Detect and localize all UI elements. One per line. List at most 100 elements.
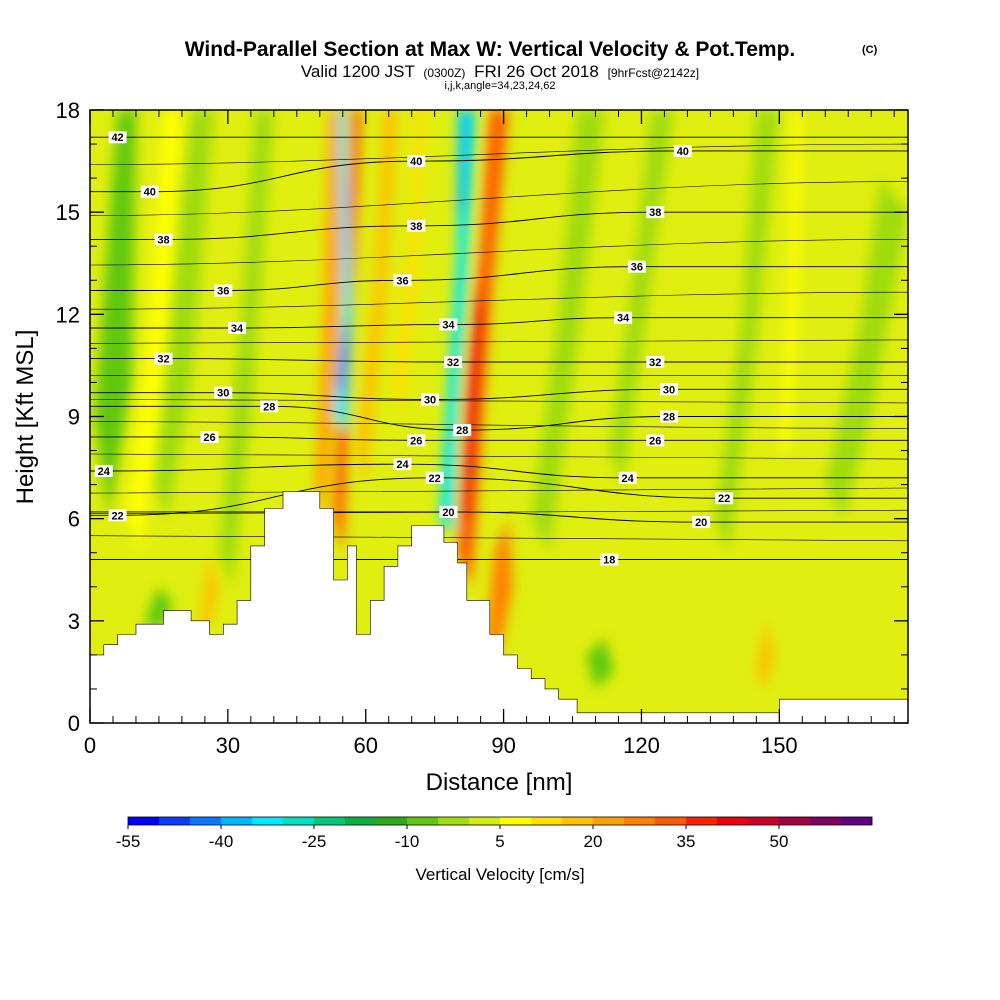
isentrope-label: 32 bbox=[444, 356, 463, 369]
isentrope-label-text: 30 bbox=[424, 394, 436, 406]
colorbar-swatch bbox=[655, 817, 687, 825]
colorbar-swatch bbox=[624, 817, 656, 825]
isentrope-label: 22 bbox=[425, 471, 444, 485]
isentrope-label-box bbox=[614, 311, 633, 324]
isentrope-label: 32 bbox=[154, 352, 173, 366]
colorbar-tick-label: -10 bbox=[395, 832, 420, 851]
velocity-cell bbox=[126, 110, 182, 553]
isentrope-label-text: 32 bbox=[649, 357, 661, 369]
isentrope-label-text: 22 bbox=[429, 473, 441, 485]
isentrope-label: 34 bbox=[228, 321, 247, 335]
valid-time: Valid 1200 JST bbox=[301, 62, 415, 81]
velocity-cell bbox=[485, 518, 513, 655]
isentrope-label-box bbox=[94, 464, 113, 477]
y-tick-label: 12 bbox=[56, 302, 80, 327]
isentrope-line bbox=[90, 388, 908, 400]
isentrope-label-text: 32 bbox=[157, 354, 169, 366]
isentrope-label: 34 bbox=[614, 311, 633, 325]
colorbar-swatch bbox=[748, 817, 780, 825]
isentrope-label-box bbox=[140, 185, 159, 198]
isentrope-label-text: 32 bbox=[447, 357, 459, 369]
isentrope-label-box bbox=[407, 219, 426, 232]
velocity-cell bbox=[356, 110, 398, 485]
x-tick-label: 150 bbox=[761, 733, 798, 758]
y-tick-label: 3 bbox=[68, 609, 80, 634]
isentrope-label: 30 bbox=[660, 383, 679, 396]
isentrope-line bbox=[90, 239, 908, 266]
velocity-cell bbox=[439, 110, 476, 536]
isentrope-label-box bbox=[214, 284, 233, 297]
colorbar-swatch bbox=[779, 817, 811, 825]
colorbar-swatch bbox=[531, 817, 563, 825]
colorbar-tick-label: -40 bbox=[209, 832, 234, 851]
isentrope-label: 30 bbox=[421, 393, 440, 406]
isentrope-label-box bbox=[108, 131, 127, 144]
colorbar-swatch bbox=[407, 817, 439, 825]
colorbar-swatch bbox=[159, 817, 191, 825]
isentrope-line bbox=[90, 421, 908, 429]
grid-info: i,j,k,angle=34,23,24,62 bbox=[444, 80, 555, 92]
isentrope-label-box bbox=[200, 430, 219, 443]
isentrope-label: 28 bbox=[660, 410, 679, 424]
colorbar-swatch bbox=[500, 817, 532, 825]
velocity-cell bbox=[715, 110, 780, 553]
y-tick-label: 0 bbox=[68, 711, 80, 736]
x-tick-label: 30 bbox=[216, 733, 240, 758]
isentrope-label-box bbox=[154, 352, 173, 365]
isentrope-label: 38 bbox=[407, 219, 426, 233]
isentrope-label: 24 bbox=[393, 458, 412, 471]
chart-title: Wind-Parallel Section at Max W: Vertical… bbox=[185, 38, 796, 61]
isentrope-label-text: 34 bbox=[617, 313, 630, 325]
isentrope-label-text: 36 bbox=[396, 275, 408, 287]
isentrope-label-text: 40 bbox=[677, 146, 689, 158]
velocity-cell bbox=[756, 620, 775, 689]
terrain bbox=[90, 491, 908, 723]
isentrope-label: 26 bbox=[646, 434, 665, 447]
isentrope-label: 38 bbox=[646, 206, 665, 219]
isentrope-label-text: 38 bbox=[649, 207, 661, 219]
isentrope-label-box bbox=[425, 471, 444, 484]
velocity-shading bbox=[94, 110, 908, 689]
isentrope-label-text: 38 bbox=[157, 234, 169, 246]
colorbar-swatch bbox=[841, 817, 873, 825]
isentrope-label-text: 24 bbox=[622, 473, 635, 485]
colorbar-tick-label: 50 bbox=[770, 832, 789, 851]
isentrope-label-box bbox=[108, 509, 127, 522]
isentrope-label-text: 36 bbox=[217, 285, 229, 297]
isentrope-label-text: 28 bbox=[263, 401, 275, 413]
y-tick-label: 9 bbox=[68, 405, 80, 430]
y-axis-label: Height [Kft MSL] bbox=[12, 330, 39, 505]
velocity-cell bbox=[338, 314, 348, 400]
colorbar-swatch bbox=[469, 817, 501, 825]
colorbar-swatch bbox=[128, 817, 160, 825]
velocity-cell bbox=[779, 110, 803, 451]
x-tick-label: 0 bbox=[84, 733, 96, 758]
isentrope-label: 40 bbox=[140, 185, 159, 199]
isentrope-label-box bbox=[421, 393, 440, 406]
colorbar-swatch bbox=[438, 817, 470, 825]
isentrope-label: 42 bbox=[108, 131, 127, 144]
isentrope-label-box bbox=[214, 386, 233, 399]
isentrope-label-text: 30 bbox=[663, 384, 675, 396]
isentrope-label-box bbox=[627, 260, 646, 273]
isentrope-label: 36 bbox=[627, 260, 646, 274]
isentrope-label-text: 26 bbox=[203, 432, 215, 444]
isentrope-label: 28 bbox=[260, 400, 279, 413]
colorbar-swatch bbox=[345, 817, 377, 825]
isentrope-label-box bbox=[260, 400, 279, 413]
isentrope-label: 26 bbox=[200, 430, 219, 444]
velocity-cell bbox=[825, 178, 908, 519]
isentrope-label: 40 bbox=[407, 155, 426, 168]
isentrope-label: 18 bbox=[600, 553, 619, 567]
isentrope-label-text: 20 bbox=[695, 517, 707, 529]
colorbar-swatch bbox=[593, 817, 625, 825]
isentrope-label-text: 30 bbox=[217, 388, 229, 400]
valid-utc: (0300Z) bbox=[423, 66, 465, 80]
velocity-cell bbox=[457, 110, 470, 213]
isentrope-label: 32 bbox=[646, 356, 665, 369]
isentrope-label-box bbox=[660, 383, 679, 396]
isentrope-label-box bbox=[646, 356, 665, 369]
